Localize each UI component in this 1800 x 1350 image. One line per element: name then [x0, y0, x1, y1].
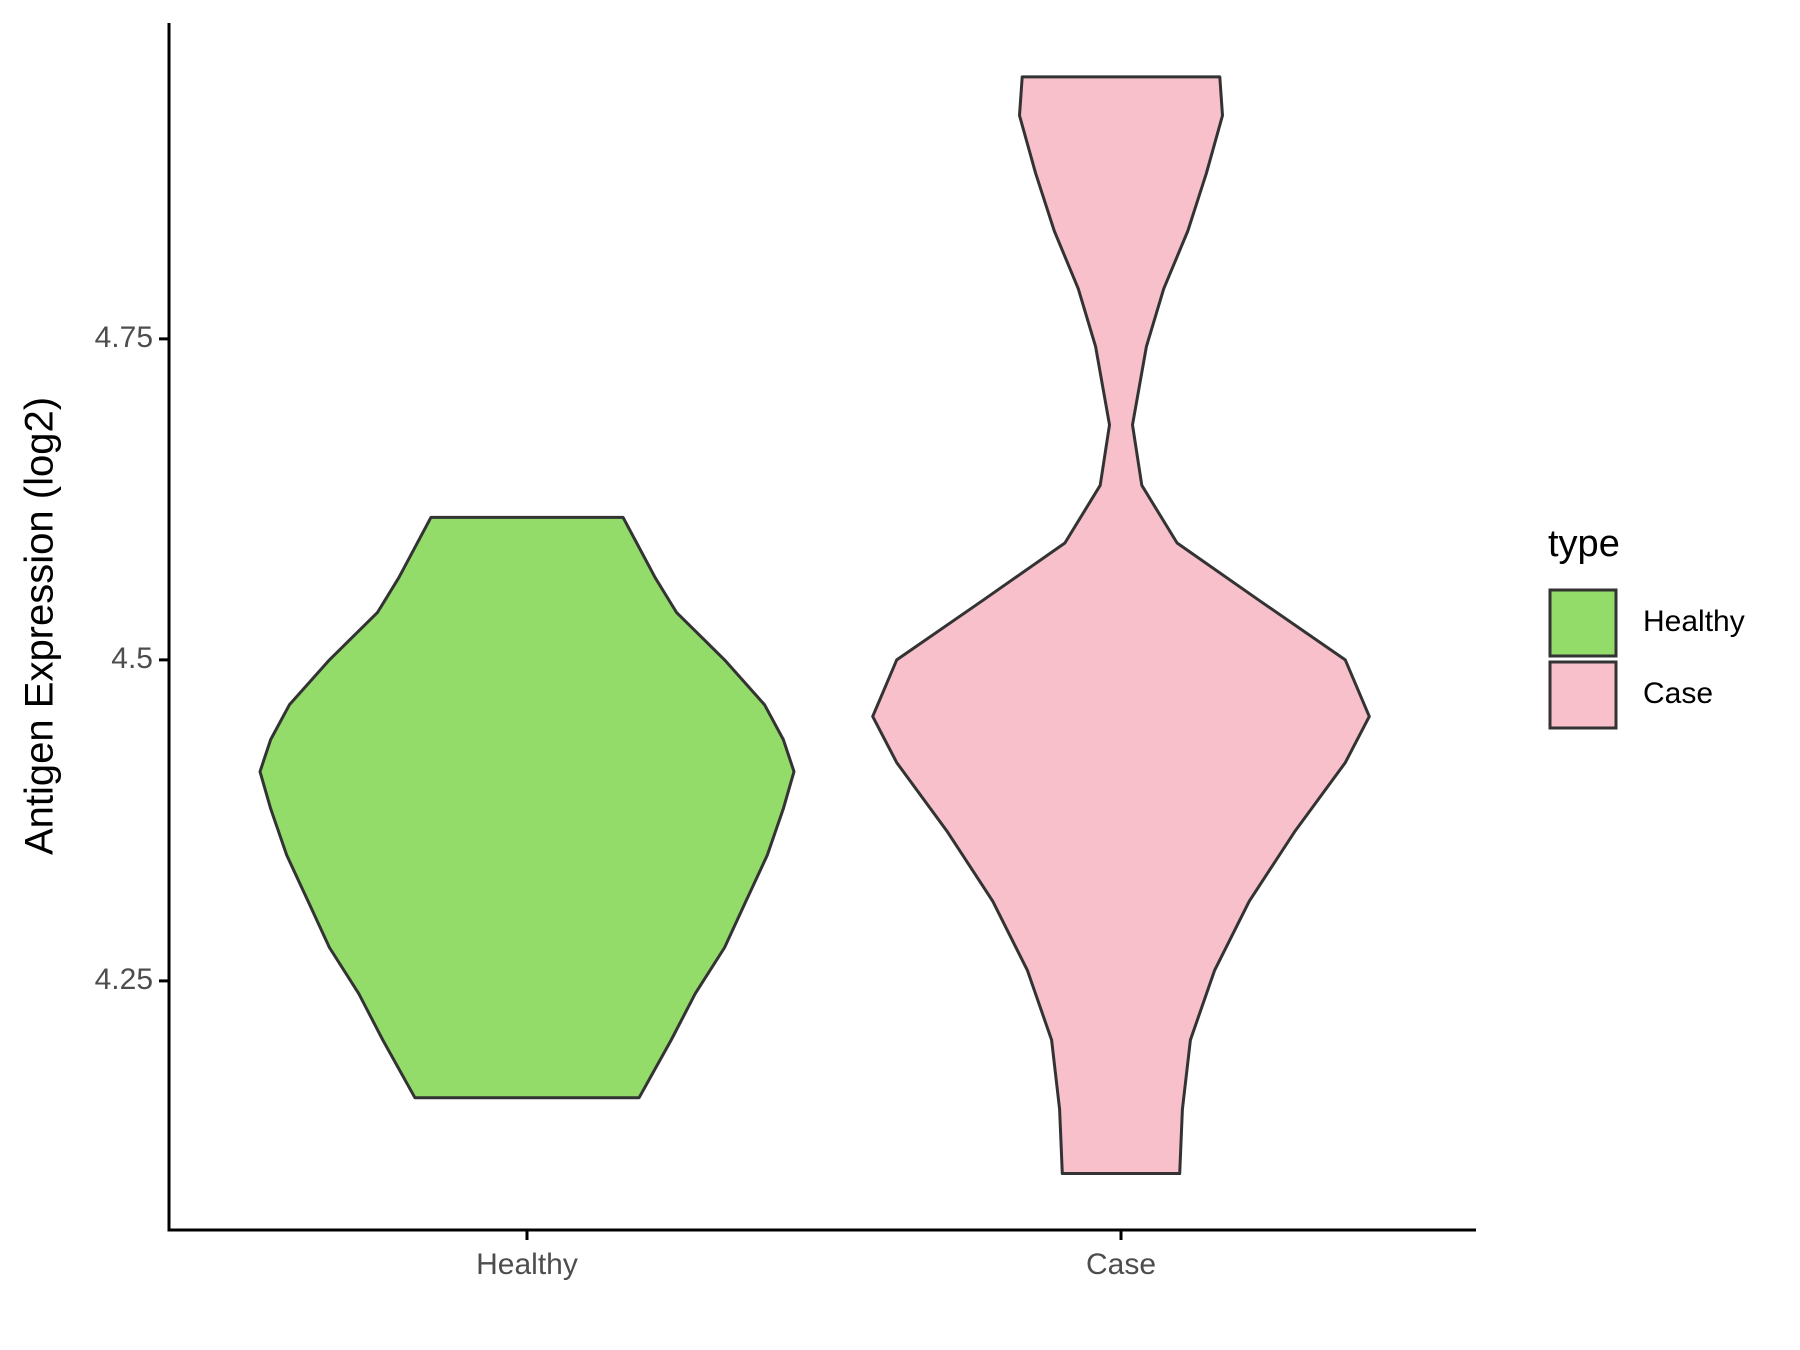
legend-label: Healthy — [1643, 605, 1745, 638]
legend-key — [1548, 660, 1618, 730]
legend-title: type — [1548, 523, 1620, 565]
x-tick-label: Case — [1086, 1248, 1156, 1281]
legend-label: Case — [1643, 677, 1713, 710]
y-tick-label: 4.25 — [95, 963, 153, 996]
y-tick-label: 4.5 — [111, 642, 153, 675]
legend-key — [1548, 588, 1618, 658]
y-axis-title: Antigen Expression (log2) — [18, 397, 62, 855]
y-tick-label: 4.75 — [95, 321, 153, 354]
x-tick-label: Healthy — [476, 1248, 578, 1281]
violin — [871, 75, 1371, 1175]
violin — [258, 515, 796, 1100]
